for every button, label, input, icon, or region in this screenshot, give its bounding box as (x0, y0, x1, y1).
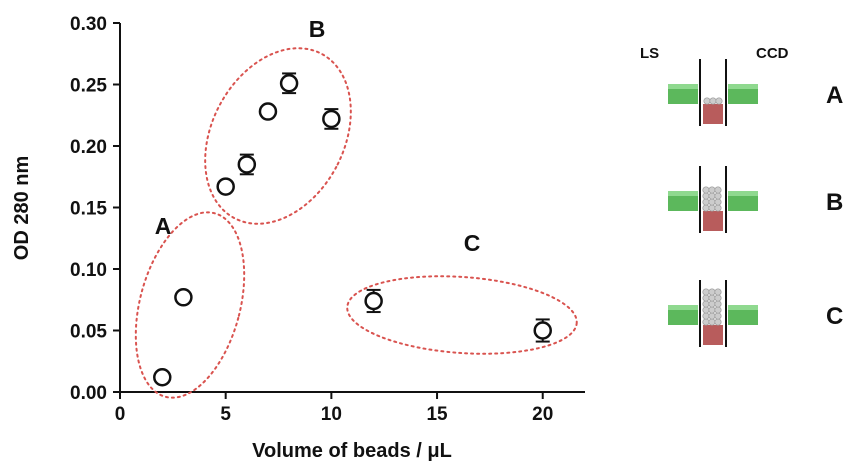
ticks: 0 5 10 15 20 0.00 0.05 0.10 0.15 0.20 0.25 0.30 (70, 14, 553, 425)
bead (708, 294, 716, 302)
bead (709, 97, 717, 105)
ccd-label: CCD (756, 45, 789, 62)
bead (708, 318, 716, 326)
data-point (322, 109, 341, 129)
light-beam-right-highlight (728, 305, 758, 310)
x-tick-label: 10 (321, 404, 342, 425)
bead (708, 186, 716, 194)
data-point (364, 291, 383, 311)
bead (708, 198, 716, 206)
bead (714, 312, 722, 320)
bead (714, 300, 722, 308)
x-axis-title: Volume of beads / μL (252, 440, 452, 462)
bead (702, 288, 710, 296)
reservoir (703, 104, 723, 124)
bead (702, 312, 710, 320)
group-ellipses (134, 47, 578, 399)
bead (714, 306, 722, 314)
bead (708, 192, 716, 200)
x-tick-label: 15 (426, 404, 448, 425)
bead (702, 300, 710, 308)
schematic-label-c: C (826, 303, 843, 330)
y-tick-label: 0.10 (70, 260, 107, 281)
bead (708, 288, 716, 296)
schematic-rows: A B C (668, 59, 843, 347)
y-axis-title: OD 280 nm (11, 156, 33, 260)
bead (702, 318, 710, 326)
bead (703, 97, 711, 105)
group-c-ellipse (346, 275, 578, 355)
bead (702, 204, 710, 212)
y-tick-label: 0.30 (70, 14, 107, 35)
bead (714, 204, 722, 212)
bead (714, 192, 722, 200)
schematic-label-b: B (826, 189, 843, 216)
x-tick-label: 20 (532, 404, 553, 425)
y-tick-label: 0.15 (70, 199, 107, 220)
bead (702, 294, 710, 302)
bead (702, 192, 710, 200)
data-point (279, 74, 299, 93)
bead (702, 198, 710, 206)
data-point (237, 155, 257, 174)
light-beam-right-highlight (728, 84, 758, 89)
axes (119, 23, 585, 393)
group-a-ellipse (134, 211, 246, 399)
data-point (174, 288, 193, 307)
y-tick-label: 0.20 (70, 137, 107, 158)
bead (702, 186, 710, 194)
schematic-label-a: A (826, 82, 843, 109)
data-point (258, 102, 278, 121)
cell-schematic: LS CCD A B C (640, 45, 843, 347)
schematic-row-b: B (668, 166, 843, 233)
light-beam-right-highlight (728, 191, 758, 196)
bead (708, 300, 716, 308)
schematic-row-c: C (668, 280, 843, 347)
group-label-c: C (464, 230, 481, 256)
x-tick-label: 0 (115, 404, 126, 425)
group-b-ellipse (204, 47, 352, 225)
bead (708, 306, 716, 314)
y-tick-label: 0.25 (70, 76, 107, 97)
bead (714, 318, 722, 326)
reservoir (703, 325, 723, 345)
data-point (533, 321, 552, 340)
light-beam-left-highlight (668, 191, 698, 196)
bead (715, 97, 723, 105)
bead (708, 312, 716, 320)
bead (714, 294, 722, 302)
ls-label: LS (640, 45, 659, 62)
bead (714, 288, 722, 296)
bead (714, 186, 722, 194)
x-tick-label: 5 (220, 404, 231, 425)
group-label-a: A (155, 213, 172, 239)
y-tick-label: 0.05 (70, 322, 107, 343)
y-tick-label: 0.00 (70, 383, 107, 404)
bead (714, 198, 722, 206)
group-label-b: B (309, 16, 326, 42)
schematic-row-a: A (668, 59, 843, 126)
reservoir (703, 211, 723, 231)
bead (708, 204, 716, 212)
data-points (153, 72, 552, 387)
data-point (216, 177, 235, 196)
bead (702, 306, 710, 314)
light-beam-left-highlight (668, 305, 698, 310)
data-point (153, 367, 172, 387)
light-beam-left-highlight (668, 84, 698, 89)
